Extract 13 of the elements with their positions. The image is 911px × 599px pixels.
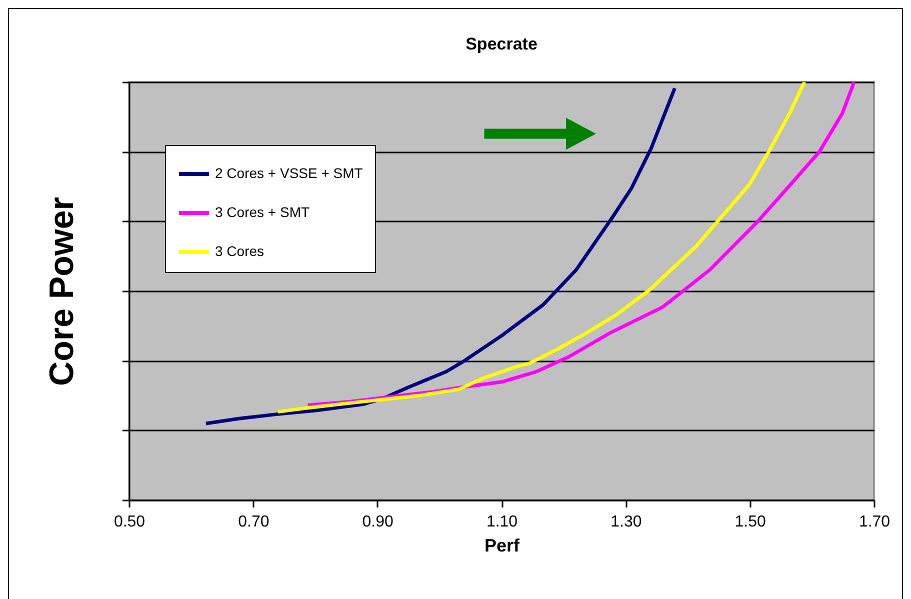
legend-label: 3 Cores + SMT (215, 204, 310, 220)
x-tick-label: 0.70 (238, 514, 270, 530)
x-axis-title: Perf (484, 536, 521, 556)
x-tick-label: 0.90 (362, 514, 394, 530)
legend-label: 2 Cores + VSSE + SMT (215, 165, 364, 181)
y-axis-title: Core Power (42, 197, 81, 386)
chart-title: Specrate (466, 34, 538, 54)
x-tick-label: 0.50 (114, 514, 146, 530)
x-tick-label: 1.70 (858, 514, 890, 530)
x-tick-label: 1.10 (486, 514, 518, 530)
x-tick-label: 1.30 (610, 514, 642, 530)
x-tick-label: 1.50 (734, 514, 766, 530)
legend-label: 3 Cores (215, 243, 264, 259)
